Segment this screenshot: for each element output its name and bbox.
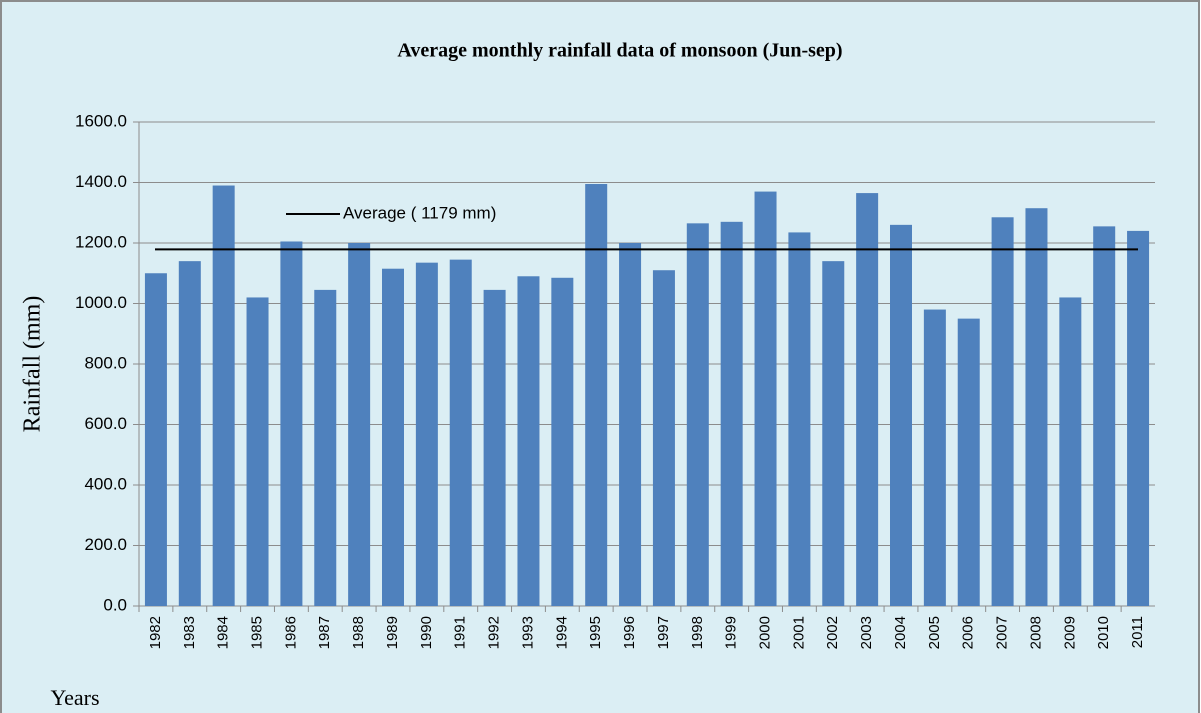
bar — [144, 273, 167, 606]
x-tick-label: 1995 — [587, 616, 604, 649]
x-tick-label: 2007 — [994, 616, 1011, 649]
x-tick-label: 2011 — [1129, 616, 1146, 648]
bar — [822, 261, 845, 606]
x-tick-label: 2000 — [757, 616, 774, 649]
bar — [314, 289, 337, 606]
x-tick-label: 2009 — [1061, 616, 1078, 649]
bar — [652, 270, 675, 606]
bar — [212, 185, 235, 606]
bar — [957, 318, 980, 606]
y-tick-label: 600.0 — [84, 414, 127, 433]
y-tick-label: 800.0 — [84, 353, 127, 372]
bar — [720, 221, 743, 606]
x-tick-label: 1992 — [486, 616, 503, 649]
x-axis-label: Years — [50, 685, 99, 710]
x-tick-label: 2005 — [926, 616, 943, 649]
bar — [619, 243, 642, 606]
bar — [991, 217, 1014, 606]
x-tick-label: 1993 — [519, 616, 536, 649]
x-tick-label: 1983 — [181, 616, 198, 649]
x-tick-label: 1997 — [655, 616, 672, 649]
y-tick-label: 1400.0 — [75, 172, 127, 191]
bar — [856, 193, 879, 606]
bar — [1025, 208, 1048, 606]
bar — [890, 224, 912, 606]
y-tick-label: 1200.0 — [75, 232, 127, 251]
bar — [788, 232, 811, 606]
x-tick-label: 1998 — [689, 616, 706, 649]
x-tick-label: 1982 — [147, 616, 164, 649]
x-tick-label: 1994 — [553, 616, 570, 649]
x-tick-label: 2004 — [892, 616, 909, 649]
bar — [1059, 297, 1082, 606]
bar — [923, 309, 946, 606]
bar — [348, 243, 371, 606]
y-tick-label: 200.0 — [84, 535, 127, 554]
bar — [585, 184, 608, 606]
x-tick-label: 2001 — [790, 616, 807, 649]
x-tick-label: 1987 — [316, 616, 333, 649]
x-tick-label: 1990 — [418, 616, 435, 649]
x-tick-label: 1991 — [452, 616, 469, 649]
x-tick-label: 2006 — [960, 616, 977, 649]
y-tick-label: 1600.0 — [75, 111, 127, 130]
y-axis-label: Rainfall (mm) — [20, 296, 46, 433]
bar — [483, 289, 506, 606]
y-tick-label: 400.0 — [84, 474, 127, 493]
x-tick-label: 2008 — [1027, 616, 1044, 649]
x-tick-label: 1986 — [282, 616, 299, 649]
chart-title: Average monthly rainfall data of monsoon… — [397, 40, 842, 62]
bar — [178, 261, 201, 606]
x-tick-label: 2003 — [858, 616, 875, 649]
x-tick-label: 1984 — [215, 616, 232, 649]
x-tick-label: 1996 — [621, 616, 638, 649]
bar — [280, 241, 303, 607]
bar — [382, 268, 404, 606]
x-tick-label: 2010 — [1095, 616, 1112, 649]
y-tick-label: 1000.0 — [75, 293, 127, 312]
y-tick-label: 0.0 — [103, 595, 127, 614]
bar — [1127, 230, 1150, 606]
bar — [415, 262, 438, 606]
x-tick-label: 1985 — [249, 616, 266, 649]
x-tick-label: 1999 — [723, 616, 740, 649]
x-tick-label: 1989 — [384, 616, 401, 649]
bar — [686, 223, 709, 606]
legend-label: Average ( 1179 mm) — [343, 203, 496, 222]
x-tick-label: 1988 — [350, 616, 367, 649]
bar — [551, 277, 574, 606]
bar — [246, 297, 269, 606]
bar — [449, 259, 472, 606]
bar — [1093, 226, 1116, 607]
x-tick-label: 2002 — [824, 616, 841, 649]
bar — [754, 191, 777, 606]
bar — [517, 276, 540, 606]
